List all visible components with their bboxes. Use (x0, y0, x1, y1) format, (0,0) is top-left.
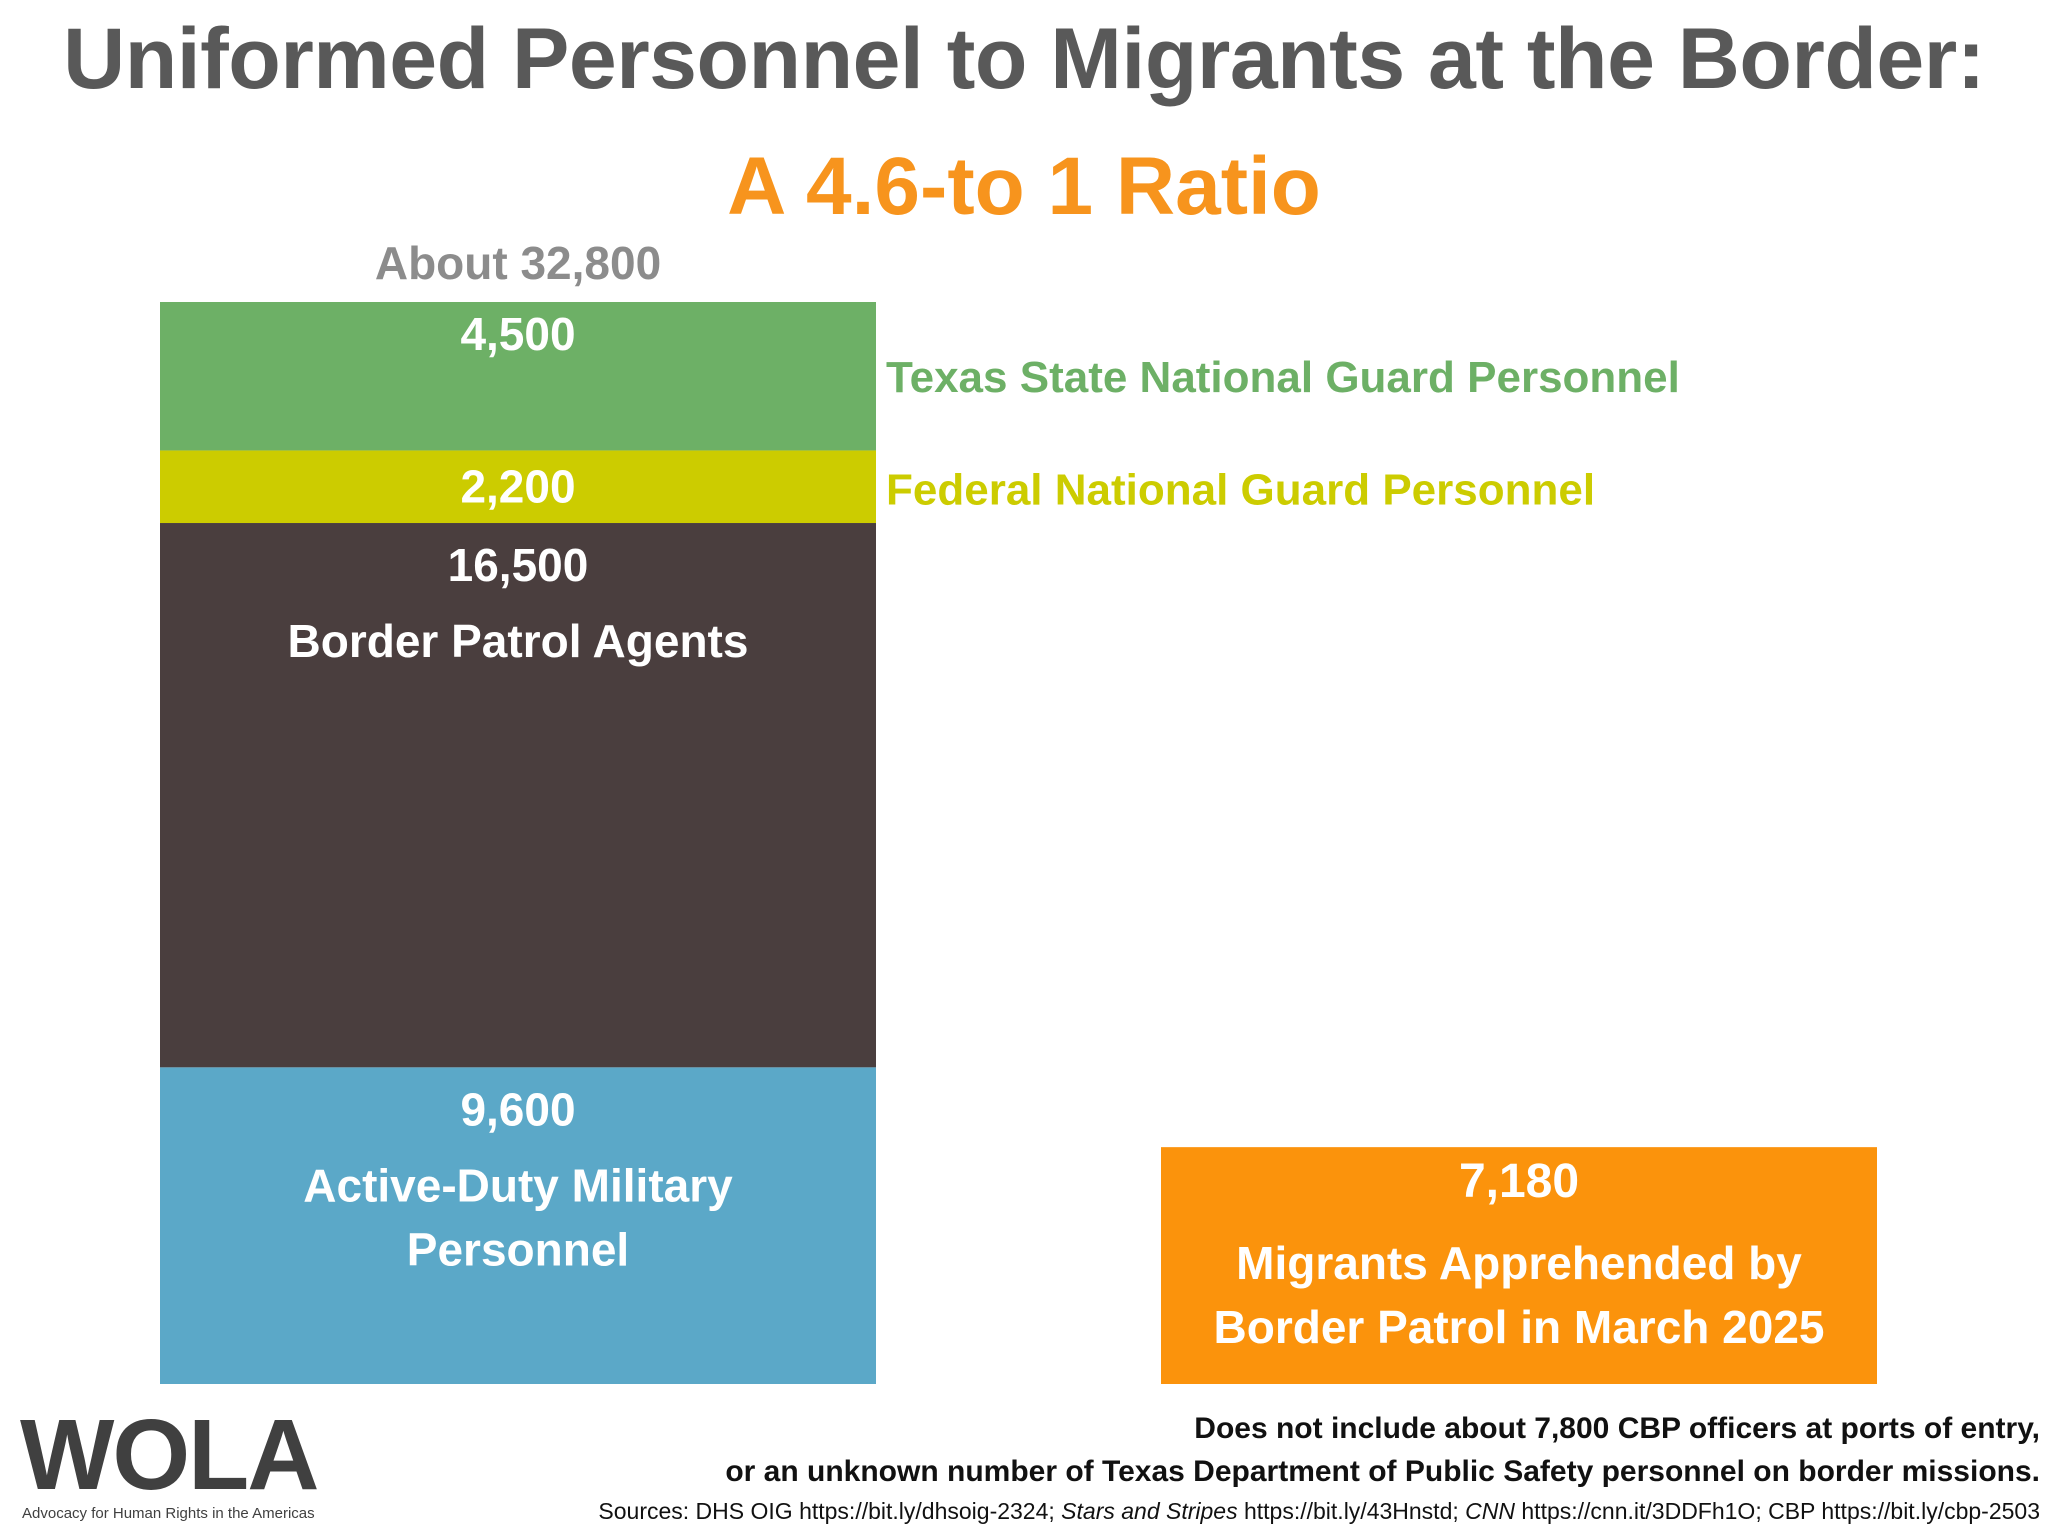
bar-segment-texas_ng (160, 302, 876, 451)
footnote-line-1: Does not include about 7,800 CBP officer… (1194, 1412, 2040, 1445)
chart-title: Uniformed Personnel to Migrants at the B… (63, 11, 1985, 107)
sources-line: Sources: DHS OIG https://bit.ly/dhsoig-2… (598, 1498, 2040, 1525)
sources-part: Sources: DHS OIG https://bit.ly/dhsoig-2… (598, 1498, 1062, 1524)
sources-part: Stars and Stripes (1061, 1498, 1238, 1524)
wola-logo-text: WOLA (20, 1399, 319, 1511)
chart-subtitle: A 4.6-to 1 Ratio (727, 141, 1321, 232)
sources-part: CNN (1465, 1498, 1515, 1524)
category-label-border_patrol: Border Patrol Agents (288, 615, 749, 667)
sources-part: https://bit.ly/43Hnstd; (1237, 1498, 1466, 1524)
footnote-line-2: or an unknown number of Texas Department… (725, 1455, 2040, 1488)
bar-migrants (1161, 1147, 1877, 1384)
value-label-border_patrol: 16,500 (448, 539, 589, 591)
bar-segment-border_patrol (160, 523, 876, 1068)
wola-logo: WOLA Advocacy for Human Rights in the Am… (20, 1405, 340, 1525)
wola-logo-tagline: Advocacy for Human Rights in the America… (22, 1505, 315, 1522)
legend-label-federal_ng: Federal National Guard Personnel (886, 466, 1595, 515)
legend-label-texas_ng: Texas State National Guard Personnel (886, 353, 1680, 402)
category-label-active_duty: Active-Duty Military (303, 1159, 733, 1211)
value-label-migrants: 7,180 (1459, 1155, 1579, 1208)
bar-segment-federal_ng (160, 450, 876, 524)
category-label-migrants: Migrants Apprehended by (1236, 1237, 1802, 1289)
category-label-migrants: Border Patrol in March 2025 (1214, 1301, 1825, 1353)
bar-segment-active_duty (160, 1067, 876, 1384)
value-label-active_duty: 9,600 (460, 1083, 575, 1135)
sources-part: https://cnn.it/3DDFh1O; CBP https://bit.… (1515, 1498, 2040, 1524)
category-label-active_duty: Personnel (407, 1223, 629, 1275)
stack-total-label: About 32,800 (374, 237, 662, 289)
value-label-federal_ng: 2,200 (460, 461, 575, 513)
value-label-texas_ng: 4,500 (460, 308, 575, 360)
